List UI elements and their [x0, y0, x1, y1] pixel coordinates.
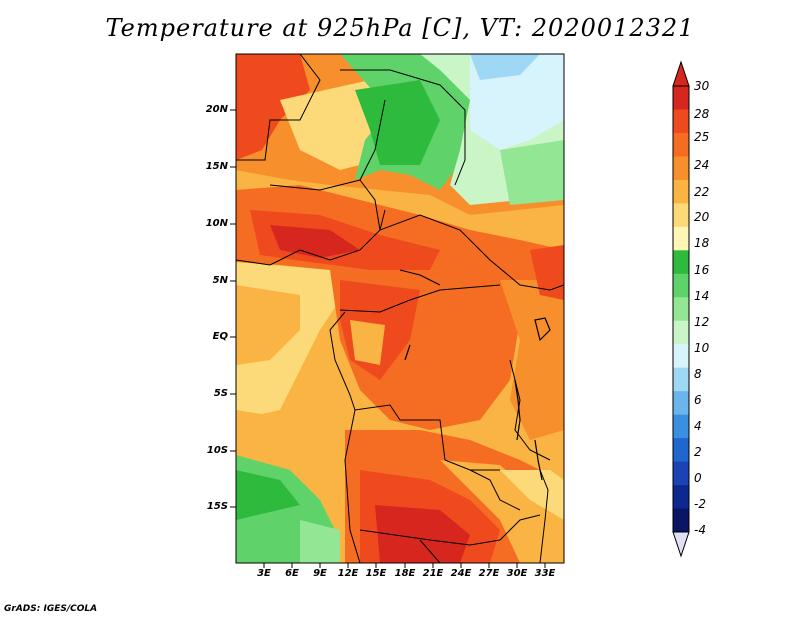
lat-label-5n: 5N [212, 275, 228, 286]
colorbar-label-16: 16 [694, 263, 710, 277]
border-libya-egypt [340, 69, 466, 186]
field-south-darkred [375, 505, 470, 563]
lake-victoria [534, 317, 551, 342]
colorbar-segment [673, 156, 689, 181]
colorbar-label-2: 2 [694, 445, 702, 459]
colorbar-label-0: 0 [694, 471, 702, 485]
lon-label-15e: 15E [365, 568, 387, 579]
field-atlantic-darkgreen [236, 470, 300, 520]
field-southeast-yellow [500, 470, 564, 520]
grads-credit: GrADS: IGES/COLA [4, 604, 98, 614]
colorbar-label-24: 24 [694, 158, 710, 172]
field-east-red [530, 245, 564, 300]
country-borders [236, 54, 564, 563]
lon-label-18e: 18E [394, 568, 416, 579]
chart-title: Temperature at 925hPa [C], VT: 202001232… [105, 14, 695, 42]
colorbar-label-neg2: -2 [694, 497, 706, 511]
colorbar-segment [673, 86, 689, 110]
border-botswana [419, 539, 441, 563]
lon-label-6e: 6E [285, 568, 299, 579]
lat-label-10s: 10S [206, 445, 228, 456]
border-central-line [236, 214, 564, 291]
colorbar-segment [673, 414, 689, 439]
lat-label-15s: 15S [206, 501, 228, 512]
field-sahel-darkred [270, 225, 360, 258]
colorbar-label-10: 10 [694, 341, 710, 355]
field-east-green [500, 140, 564, 205]
lon-label-24e: 24E [450, 568, 472, 579]
colorbar-segment [673, 250, 689, 275]
lat-ticks [230, 109, 236, 508]
lat-label-20n: 20N [205, 104, 228, 115]
border-angola-west [344, 409, 361, 563]
lat-label-5s: 5S [213, 388, 228, 399]
lon-label-12e: 12E [337, 568, 359, 579]
colorbar-segment [673, 132, 689, 157]
colorbar-segment [673, 438, 689, 463]
colorbar-label-12: 12 [694, 315, 710, 329]
colorbar-top-arrow [672, 60, 690, 87]
colorbar-segment [673, 273, 689, 298]
map-frame [235, 53, 565, 564]
border-sahel-north [269, 179, 361, 191]
lon-label-3e: 3E [257, 568, 271, 579]
border-congo-drc [329, 311, 500, 471]
lake-malawi [534, 439, 543, 481]
lat-label-eq: EQ [212, 331, 228, 342]
colorbar-label-4: 4 [694, 419, 702, 433]
colorbar-segment [673, 179, 689, 204]
colorbar-label-30: 30 [694, 79, 710, 93]
colorbar-label-6: 6 [694, 393, 702, 407]
lon-label-30e: 30E [506, 568, 528, 579]
colorbar-bottom-arrow [672, 531, 690, 558]
lon-label-27e: 27E [478, 568, 500, 579]
lat-label-10n: 10N [205, 218, 228, 229]
lon-label-21e: 21E [422, 568, 444, 579]
field-east-orange [500, 280, 564, 440]
lat-label-15n: 15N [205, 161, 228, 172]
border-nw [236, 54, 321, 161]
lon-ticks [263, 563, 546, 568]
lon-label-9e: 9E [313, 568, 327, 579]
colorbar-segment [673, 391, 689, 416]
lake-tanganyika [514, 379, 521, 441]
colorbar-segment [673, 367, 689, 392]
colorbar-label-neg4: -4 [694, 523, 706, 537]
lon-label-33e: 33E [534, 568, 556, 579]
colorbar-label-8: 8 [694, 367, 702, 381]
colorbar-segment [673, 203, 689, 228]
colorbar-segment [673, 508, 689, 533]
field-northwest-red [236, 54, 310, 160]
field-southeast-amber [440, 460, 564, 563]
border-extra [379, 209, 386, 231]
colorbar-segment [673, 461, 689, 486]
field-gulf-amber [236, 285, 300, 365]
colorbar-label-20: 20 [694, 210, 710, 224]
border-mozambique [539, 469, 549, 563]
border-chad-south [399, 269, 441, 286]
colorbar-segments [672, 85, 690, 533]
border-car [339, 284, 501, 313]
field-northeast-lightblue [470, 54, 540, 80]
colorbar-segment [673, 297, 689, 322]
colorbar-segment [673, 109, 689, 134]
field-congo-amber [350, 320, 385, 365]
map-field [236, 54, 564, 563]
colorbar-label-25: 25 [694, 130, 710, 144]
colorbar-segment [673, 344, 689, 369]
colorbar-segment [673, 226, 689, 251]
colorbar-label-28: 28 [694, 107, 710, 121]
colorbar-label-18: 18 [694, 236, 710, 250]
river-congo [404, 344, 411, 361]
field-atlantic-palegreen [300, 520, 340, 563]
colorbar-segment [673, 485, 689, 510]
colorbar-segment [673, 320, 689, 345]
lakes [404, 317, 551, 481]
colorbar-label-14: 14 [694, 289, 710, 303]
colorbar-label-22: 22 [694, 185, 710, 199]
border-zambia [469, 469, 521, 511]
border-namibia [359, 514, 541, 546]
